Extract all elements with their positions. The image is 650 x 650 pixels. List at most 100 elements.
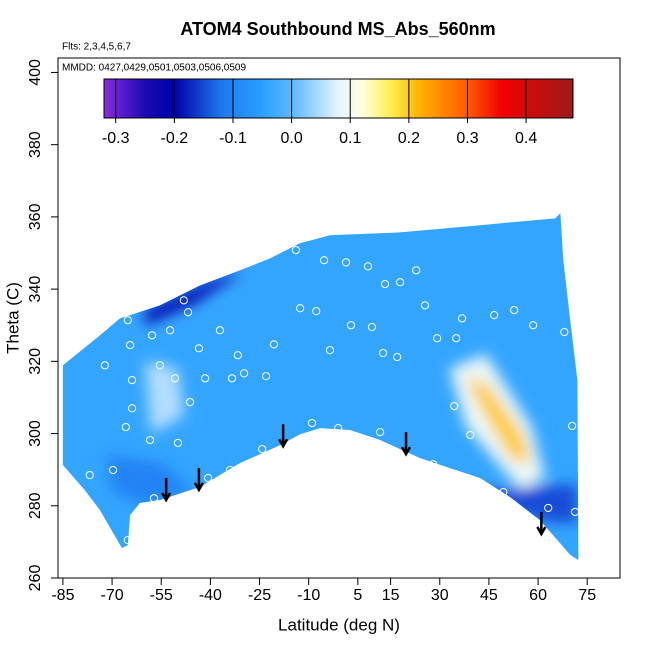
x-tick-label: -25 xyxy=(248,587,271,604)
colorbar-tick-label: -0.3 xyxy=(102,130,130,147)
sample-point xyxy=(455,476,465,485)
sample-point xyxy=(571,507,580,517)
x-tick-label: -10 xyxy=(297,587,320,604)
sample-point xyxy=(380,279,390,289)
arrow xyxy=(400,432,412,457)
sample-point xyxy=(165,326,175,335)
y-tick-label: 280 xyxy=(27,492,44,519)
sample-point xyxy=(127,404,137,413)
plot-frame xyxy=(57,57,621,579)
sample-point xyxy=(85,470,94,480)
colorbar-tick-label: -0.1 xyxy=(219,130,247,147)
sample-point xyxy=(334,424,343,433)
sample-point xyxy=(147,331,157,340)
sample-point xyxy=(393,352,402,362)
sample-point xyxy=(544,503,553,513)
field-patch xyxy=(465,484,578,524)
sample-point xyxy=(510,305,519,315)
sample-point xyxy=(291,246,301,255)
sample-point xyxy=(127,376,137,385)
sample-point xyxy=(123,316,132,325)
colorbar-tick-label: 0.1 xyxy=(339,130,361,147)
field-patch xyxy=(465,375,532,463)
y-tick-label: 340 xyxy=(27,276,44,303)
x-tick-label: -85 xyxy=(51,587,74,604)
sample-point xyxy=(121,422,130,432)
sample-point xyxy=(194,344,204,353)
sample-point xyxy=(215,326,224,335)
y-tick-label: 360 xyxy=(27,203,44,230)
arrow xyxy=(536,511,547,537)
sample-point xyxy=(490,311,499,320)
sample-point xyxy=(149,494,159,503)
sample-point xyxy=(307,418,317,428)
arrow xyxy=(278,424,289,449)
sample-point xyxy=(568,421,577,431)
sample-point xyxy=(450,402,459,411)
sample-point xyxy=(499,487,508,497)
colorbar-tick-label: -0.2 xyxy=(161,130,189,147)
sample-point xyxy=(378,348,388,358)
sample-point xyxy=(367,322,377,332)
y-tick-label: 400 xyxy=(27,59,44,86)
sample-point xyxy=(420,301,430,310)
sample-point xyxy=(100,361,109,370)
field-patch xyxy=(105,455,194,506)
x-tick-label: 45 xyxy=(480,587,498,604)
sample-point xyxy=(185,398,195,407)
x-tick-label: 15 xyxy=(382,587,400,604)
sample-point xyxy=(396,278,405,287)
sample-point xyxy=(529,321,538,330)
sample-point xyxy=(258,444,267,454)
field-patches-blur xyxy=(105,271,578,524)
colorbar xyxy=(103,78,574,119)
sample-point xyxy=(123,535,132,545)
sample-point xyxy=(179,296,188,305)
sample-point xyxy=(227,374,237,383)
sample-point xyxy=(376,428,385,437)
y-axis-label: Theta (C) xyxy=(3,282,22,354)
x-tick-label: 30 xyxy=(431,587,449,604)
sample-point xyxy=(312,307,321,316)
x-tick-label: -40 xyxy=(199,587,222,604)
field-patches xyxy=(105,271,578,524)
field-patch xyxy=(144,361,185,434)
sample-point xyxy=(363,262,373,271)
sample-point xyxy=(433,334,442,343)
sample-point xyxy=(452,334,461,343)
y-tick-label: 380 xyxy=(27,131,44,158)
sample-point xyxy=(240,369,249,378)
chart-title: ATOM4 Southbound MS_Abs_560nm xyxy=(180,19,495,39)
colorbar-tick-label: 0.2 xyxy=(398,130,420,147)
colorbar-tick-label: 0.3 xyxy=(456,130,478,147)
colorbar-tick-label: 0.0 xyxy=(280,130,302,147)
sample-point xyxy=(261,372,271,381)
sample-point xyxy=(457,314,467,323)
x-tick-label: 75 xyxy=(578,587,596,604)
sample-point xyxy=(130,517,140,527)
sample-point xyxy=(233,351,243,360)
sample-point xyxy=(201,374,210,383)
sample-point xyxy=(319,256,329,265)
dates-note: MMDD: 0427,0429,0501,0503,0506,0509 xyxy=(62,63,246,74)
sample-point xyxy=(466,430,475,440)
x-tick-label: -70 xyxy=(101,587,124,604)
sample-point xyxy=(125,340,135,350)
sample-point xyxy=(346,321,356,330)
sample-point xyxy=(269,340,279,349)
y-tick-label: 300 xyxy=(27,420,44,447)
sample-point xyxy=(108,465,118,475)
arrow xyxy=(161,478,172,503)
sample-point xyxy=(155,361,165,370)
sample-point xyxy=(203,473,213,483)
sample-point xyxy=(296,304,305,313)
flights-note: Flts: 2,3,4,5,6,7 xyxy=(62,42,131,53)
x-tick-label: -55 xyxy=(150,587,173,604)
sample-point xyxy=(429,460,438,469)
x-tick-label: 5 xyxy=(353,587,362,604)
colorbar-tick-label: 0.4 xyxy=(515,130,537,147)
sample-point xyxy=(341,258,351,267)
field-patch xyxy=(144,271,244,326)
sample-point xyxy=(412,266,421,275)
sample-point xyxy=(170,374,180,383)
